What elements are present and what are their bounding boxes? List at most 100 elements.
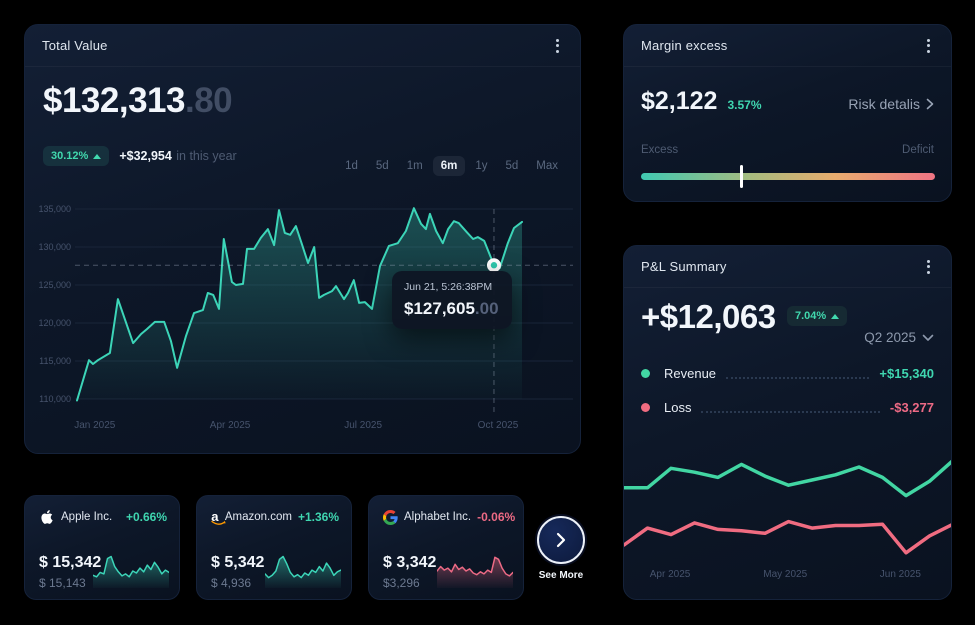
badge-pct-text: 30.12%: [51, 150, 89, 162]
apple-logo-icon: [39, 509, 55, 525]
loss-legend-row: Loss -$3,277: [641, 397, 934, 417]
margin-excess-header: Margin excess: [624, 25, 951, 67]
stock-sparkline: [93, 555, 169, 588]
see-more-circle[interactable]: [537, 516, 585, 564]
stock-pct: +0.66%: [125, 510, 167, 524]
stock-price: $ 5,342: [211, 554, 265, 571]
total-value-subrow: 30.12% +$32,954 in this year: [43, 146, 237, 166]
total-value-amount: $132,313.80: [43, 81, 233, 121]
margin-gauge-marker: [739, 165, 743, 188]
kebab-menu-icon[interactable]: [552, 35, 563, 57]
card-title: P&L Summary: [641, 259, 727, 274]
stock-sparkline: [437, 556, 513, 588]
svg-text:135,000: 135,000: [38, 204, 71, 214]
svg-text:Oct 2025: Oct 2025: [478, 420, 519, 431]
period-dropdown[interactable]: Q2 2025: [864, 330, 934, 345]
stock-card-amazon[interactable]: a Amazon.com +1.36% $ 5,342 $ 4,936: [196, 495, 352, 600]
pnl-amount: +$12,063: [641, 298, 776, 335]
total-value-card: Total Value $132,313.80 30.12% +$32,954 …: [24, 24, 581, 454]
deficit-label: Deficit: [902, 144, 934, 156]
range-button-6m-3[interactable]: 6m: [432, 156, 466, 176]
time-range-selector: 1d 5d 1m 6m 1y 5d Max: [337, 156, 566, 176]
stock-name: Amazon.com: [224, 511, 292, 523]
svg-text:Apr 2025: Apr 2025: [210, 420, 251, 431]
margin-gauge-labels: Excess Deficit: [641, 144, 934, 156]
chevron-down-icon: [922, 334, 934, 341]
revenue-legend-row: Revenue +$15,340: [641, 363, 934, 383]
card-title: Total Value: [42, 38, 108, 53]
stock-card-apple[interactable]: Apple Inc. +0.66% $ 15,342 $ 15,143: [24, 495, 180, 600]
range-button-1d-0[interactable]: 1d: [337, 156, 366, 176]
stock-head: Alphabet Inc. -0.06%: [383, 509, 515, 525]
revenue-dot-icon: [641, 368, 650, 378]
badge-pct-text: 7.04%: [795, 310, 827, 322]
stock-card-alphabet[interactable]: Alphabet Inc. -0.06% $ 3,342 $3,296: [368, 495, 524, 600]
stock-pct: +1.36%: [297, 510, 339, 524]
chart-tooltip: Jun 21, 5:26:38PM $127,605.00: [392, 271, 512, 329]
range-button-Max-6[interactable]: Max: [528, 156, 566, 176]
dotted-leader: [701, 410, 880, 413]
svg-text:Jul 2025: Jul 2025: [344, 420, 382, 431]
change-note: in this year: [176, 149, 237, 163]
stock-sub-price: $ 15,143: [39, 576, 86, 590]
stock-price: $ 3,342: [383, 554, 437, 571]
google-logo-icon: [383, 509, 398, 525]
change-pct-badge: 30.12%: [43, 146, 110, 166]
kebab-menu-icon[interactable]: [923, 35, 934, 57]
chevron-right-icon: [926, 98, 934, 110]
svg-text:120,000: 120,000: [38, 318, 71, 328]
margin-excess-card: Margin excess $2,122 3.57% Risk detalis …: [623, 24, 952, 202]
chevron-right-icon: [556, 532, 566, 548]
svg-text:Apr 2025: Apr 2025: [650, 569, 691, 580]
stock-name: Alphabet Inc.: [404, 511, 472, 523]
pnl-pct-badge: 7.04%: [787, 306, 848, 326]
loss-label: Loss: [664, 399, 692, 415]
kebab-menu-icon[interactable]: [923, 256, 934, 278]
loss-dot-icon: [641, 402, 650, 412]
pnl-chart[interactable]: Apr 2025 May 2025 Jun 2025: [624, 246, 952, 600]
see-more-label: See More: [538, 570, 584, 581]
total-value-chart[interactable]: 135,000 130,000 125,000 120,000 115,000 110,0…: [25, 25, 581, 454]
svg-text:May 2025: May 2025: [763, 569, 807, 580]
stock-sub-price: $3,296: [383, 576, 420, 590]
svg-text:130,000: 130,000: [38, 242, 71, 252]
margin-value-row: $2,122 3.57% Risk detalis: [641, 87, 934, 116]
pnl-summary-card: P&L Summary +$12,063 7.04% Q2 2025 Reven…: [623, 245, 952, 600]
change-amount: +$32,954: [119, 149, 172, 163]
tooltip-value: $127,605.00: [404, 299, 499, 318]
amount-cents: .80: [184, 81, 233, 120]
pnl-header: P&L Summary: [624, 246, 951, 288]
stock-price: $ 15,342: [39, 554, 102, 571]
stock-name: Apple Inc.: [61, 511, 113, 523]
tooltip-date: Jun 21, 5:26:38PM: [404, 281, 493, 293]
risk-details-link[interactable]: Risk detalis: [848, 96, 934, 112]
amount-dollars: $132,313: [43, 81, 185, 120]
excess-label: Excess: [641, 144, 679, 156]
stock-sub-price: $ 4,936: [211, 576, 252, 590]
stock-head: a Amazon.com +1.36%: [211, 509, 339, 525]
range-button-1y-4[interactable]: 1y: [467, 156, 495, 176]
stock-head: Apple Inc. +0.66%: [39, 509, 167, 525]
card-title: Margin excess: [641, 38, 728, 53]
total-value-header: Total Value: [25, 25, 580, 67]
range-button-1m-2[interactable]: 1m: [399, 156, 431, 176]
margin-gauge-bar: [641, 165, 935, 188]
up-arrow-icon: [831, 313, 840, 319]
svg-text:Jan 2025: Jan 2025: [74, 420, 116, 431]
svg-text:115,000: 115,000: [39, 356, 71, 366]
range-button-5d-1[interactable]: 5d: [368, 156, 397, 176]
stock-sparkline: [265, 555, 341, 588]
range-button-5d-5[interactable]: 5d: [497, 156, 526, 176]
svg-text:110,000: 110,000: [39, 394, 71, 404]
margin-amount: $2,122: [641, 87, 718, 115]
revenue-label: Revenue: [664, 365, 717, 381]
stock-pct: -0.06%: [477, 510, 516, 524]
revenue-value: +$15,340: [879, 365, 934, 381]
up-arrow-icon: [93, 153, 102, 159]
amazon-logo-icon: a: [211, 509, 226, 525]
svg-text:125,000: 125,000: [38, 280, 71, 290]
chart-marker: [486, 258, 501, 273]
margin-pct: 3.57%: [727, 98, 762, 112]
see-more-button[interactable]: See More: [537, 516, 585, 581]
dotted-leader: [726, 376, 870, 379]
